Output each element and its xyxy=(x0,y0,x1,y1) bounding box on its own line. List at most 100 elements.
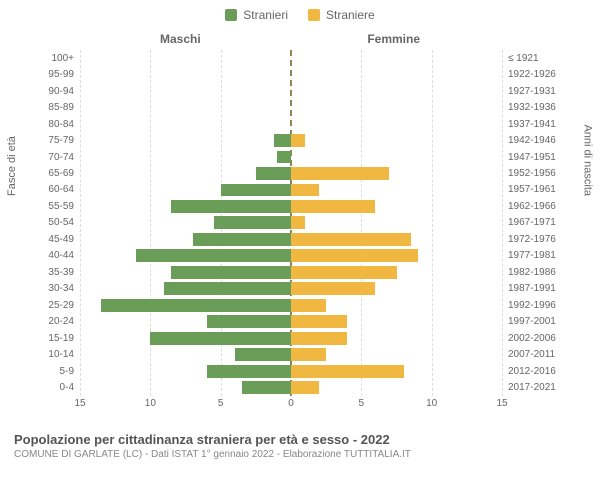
bar-male xyxy=(235,348,291,361)
y-axis-label-left: Fasce di età xyxy=(6,136,18,196)
bar-male xyxy=(171,200,291,213)
birth-year-label: 1922-1926 xyxy=(502,69,556,80)
age-label: 35-39 xyxy=(48,267,80,278)
pyramid-row: 85-891932-1936 xyxy=(80,99,502,115)
pyramid-row: 100+≤ 1921 xyxy=(80,50,502,66)
age-label: 80-84 xyxy=(48,119,80,130)
legend-label-male: Stranieri xyxy=(243,8,288,22)
birth-year-label: ≤ 1921 xyxy=(502,53,539,64)
bar-male xyxy=(256,167,291,180)
age-label: 10-14 xyxy=(48,349,80,360)
birth-year-label: 1947-1951 xyxy=(502,152,556,163)
legend-label-female: Straniere xyxy=(326,8,375,22)
bar-male xyxy=(171,266,291,279)
bar-female xyxy=(291,332,347,345)
pyramid-row: 75-791942-1946 xyxy=(80,132,502,148)
pyramid-row: 45-491972-1976 xyxy=(80,231,502,247)
legend-swatch-female xyxy=(308,9,320,21)
bar-male xyxy=(136,249,291,262)
bar-female xyxy=(291,167,389,180)
bar-female xyxy=(291,299,326,312)
legend: Stranieri Straniere xyxy=(0,0,600,26)
bar-male xyxy=(164,282,291,295)
bar-female xyxy=(291,282,375,295)
header-male: Maschi xyxy=(160,32,201,46)
pyramid-row: 95-991922-1926 xyxy=(80,66,502,82)
birth-year-label: 1992-1996 xyxy=(502,300,556,311)
pyramid-row: 30-341987-1991 xyxy=(80,281,502,297)
pyramid-row: 5-92012-2016 xyxy=(80,363,502,379)
age-label: 90-94 xyxy=(48,86,80,97)
pyramid-row: 50-541967-1971 xyxy=(80,215,502,231)
age-label: 30-34 xyxy=(48,283,80,294)
pyramid-row: 60-641957-1961 xyxy=(80,182,502,198)
bar-female xyxy=(291,200,375,213)
birth-year-label: 1937-1941 xyxy=(502,119,556,130)
bar-male xyxy=(101,299,291,312)
age-label: 45-49 xyxy=(48,234,80,245)
pyramid-row: 35-391982-1986 xyxy=(80,264,502,280)
birth-year-label: 1982-1986 xyxy=(502,267,556,278)
pyramid-row: 55-591962-1966 xyxy=(80,198,502,214)
x-axis: 15105051015 xyxy=(80,398,502,414)
birth-year-label: 1942-1946 xyxy=(502,135,556,146)
bar-male xyxy=(193,233,291,246)
chart-subtitle: COMUNE DI GARLATE (LC) - Dati ISTAT 1° g… xyxy=(14,449,586,460)
age-label: 85-89 xyxy=(48,102,80,113)
chart-title: Popolazione per cittadinanza straniera p… xyxy=(14,432,586,447)
legend-item-female: Straniere xyxy=(308,8,375,22)
x-tick: 15 xyxy=(496,398,507,409)
birth-year-label: 1957-1961 xyxy=(502,184,556,195)
x-tick: 10 xyxy=(145,398,156,409)
bar-male xyxy=(150,332,291,345)
birth-year-label: 1987-1991 xyxy=(502,283,556,294)
bar-female xyxy=(291,381,319,394)
age-label: 65-69 xyxy=(48,168,80,179)
bar-female xyxy=(291,315,347,328)
bar-female xyxy=(291,348,326,361)
pyramid-row: 90-941927-1931 xyxy=(80,83,502,99)
age-label: 55-59 xyxy=(48,201,80,212)
pyramid-row: 70-741947-1951 xyxy=(80,149,502,165)
birth-year-label: 1967-1971 xyxy=(502,217,556,228)
footer: Popolazione per cittadinanza straniera p… xyxy=(0,426,600,460)
birth-year-label: 2012-2016 xyxy=(502,366,556,377)
bar-female xyxy=(291,365,404,378)
bar-male xyxy=(207,315,291,328)
pyramid-row: 15-192002-2006 xyxy=(80,330,502,346)
legend-item-male: Stranieri xyxy=(225,8,288,22)
pyramid-row: 10-142007-2011 xyxy=(80,346,502,362)
bar-male xyxy=(207,365,291,378)
birth-year-label: 2017-2021 xyxy=(502,382,556,393)
bar-male xyxy=(214,216,291,229)
bar-female xyxy=(291,184,319,197)
age-label: 5-9 xyxy=(60,366,80,377)
age-label: 95-99 xyxy=(48,69,80,80)
bar-rows: 100+≤ 192195-991922-192690-941927-193185… xyxy=(80,50,502,396)
legend-swatch-male xyxy=(225,9,237,21)
age-label: 50-54 xyxy=(48,217,80,228)
pyramid-row: 0-42017-2021 xyxy=(80,379,502,395)
x-tick: 15 xyxy=(74,398,85,409)
age-label: 100+ xyxy=(51,53,80,64)
plot-area: 100+≤ 192195-991922-192690-941927-193185… xyxy=(80,50,502,396)
birth-year-label: 1927-1931 xyxy=(502,86,556,97)
birth-year-label: 2007-2011 xyxy=(502,349,555,360)
x-tick: 5 xyxy=(359,398,365,409)
bar-female xyxy=(291,249,418,262)
x-tick: 0 xyxy=(288,398,294,409)
bar-female xyxy=(291,266,397,279)
header-female: Femmine xyxy=(367,32,420,46)
age-label: 40-44 xyxy=(48,250,80,261)
age-label: 75-79 xyxy=(48,135,80,146)
pyramid-row: 40-441977-1981 xyxy=(80,248,502,264)
age-label: 15-19 xyxy=(48,333,80,344)
chart: Maschi Femmine Fasce di età Anni di nasc… xyxy=(10,26,590,426)
age-label: 25-29 xyxy=(48,300,80,311)
birth-year-label: 1932-1936 xyxy=(502,102,556,113)
pyramid-row: 65-691952-1956 xyxy=(80,165,502,181)
bar-female xyxy=(291,134,305,147)
bar-male xyxy=(274,134,291,147)
pyramid-row: 80-841937-1941 xyxy=(80,116,502,132)
age-label: 70-74 xyxy=(48,152,80,163)
